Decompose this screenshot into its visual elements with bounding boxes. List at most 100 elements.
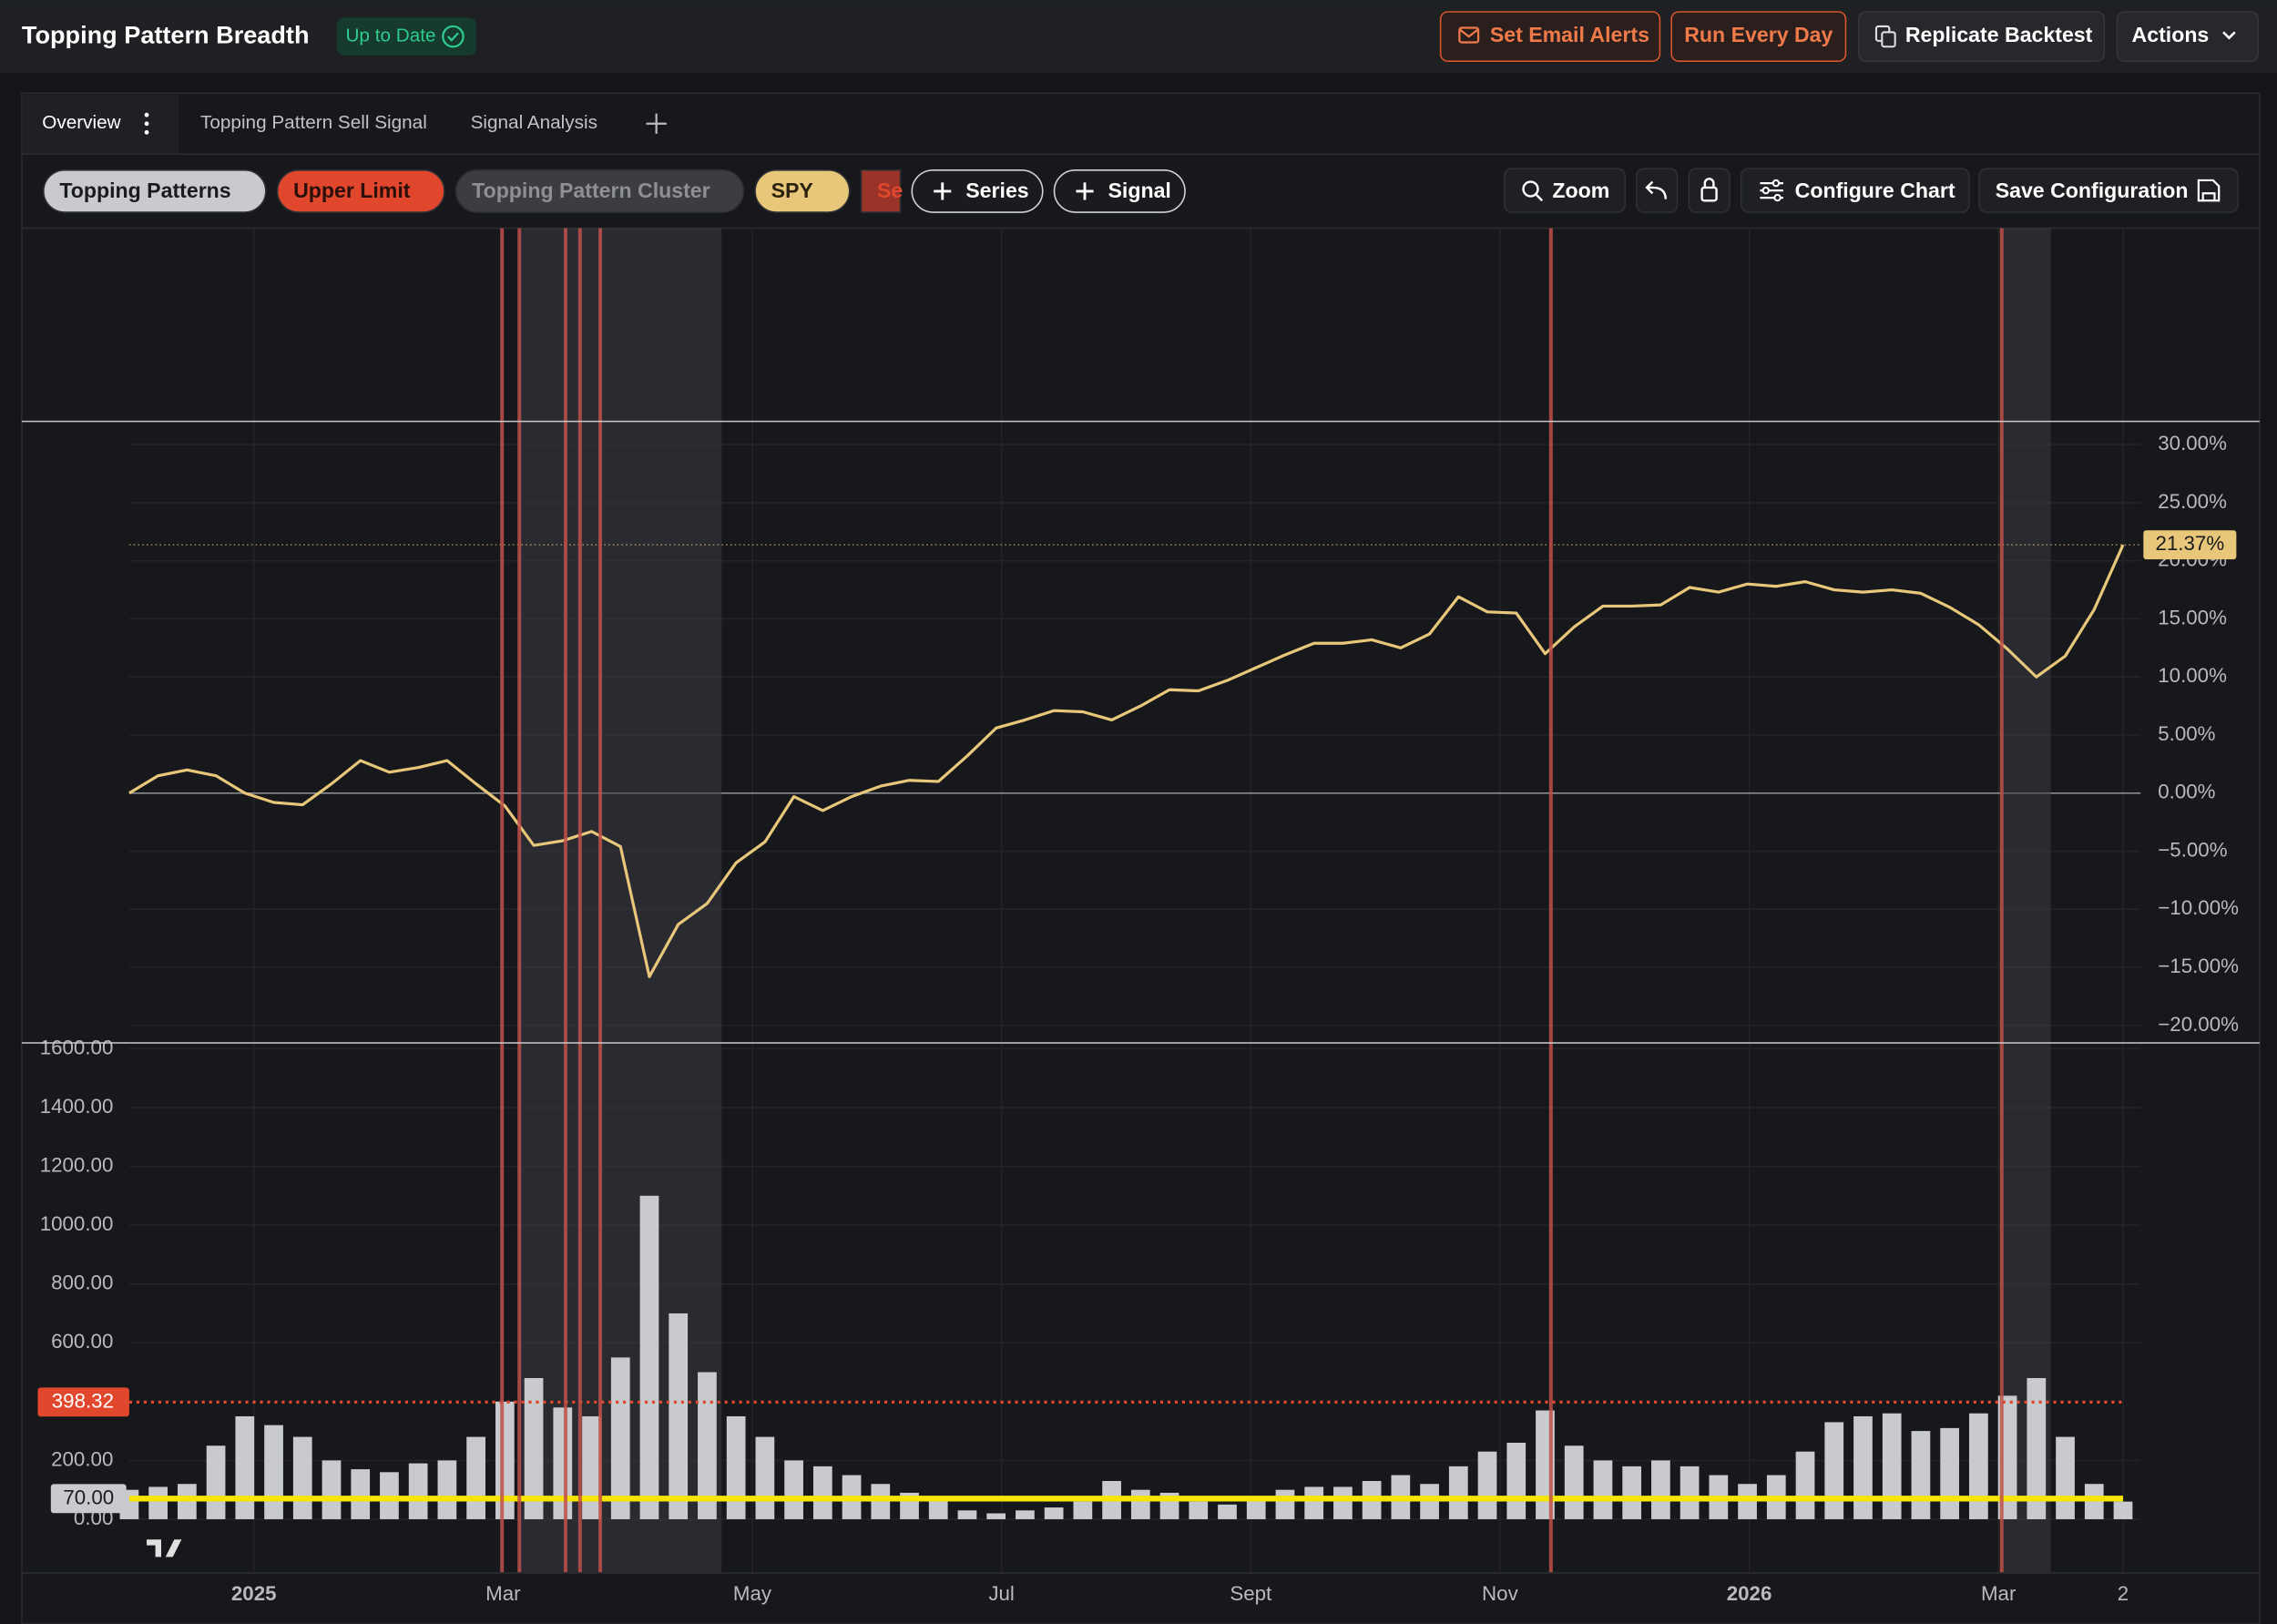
configure-chart-label: Configure Chart [1795,179,1955,202]
replicate-backtest-label: Replicate Backtest [1905,23,2093,46]
legend-pill [454,169,745,213]
bar [553,1407,573,1519]
actions-button[interactable] [2116,11,2260,62]
x-tick-label: 2025 [231,1582,277,1605]
bar [1882,1413,1902,1519]
actions-label: Actions [2132,23,2210,46]
tab-label[interactable]: Signal Analysis [471,112,597,133]
legend-label: Se [877,179,903,202]
bar [437,1460,457,1519]
bar [698,1372,717,1519]
save-configuration-button[interactable] [1978,168,2239,213]
email-alerts-label: Set Email Alerts [1490,23,1649,46]
zoom-button[interactable] [1503,168,1626,213]
bar [2084,1484,2104,1519]
x-tick-label: Mar [485,1582,521,1605]
bar [1130,1489,1150,1519]
chart: 2025 Mar May Jul Sept Nov 2026 Mar 2 30.00% 25.00%… [37,228,2239,1605]
legend-label: Topping Patterns [59,179,230,202]
zoom-label: Zoom [1552,179,1609,202]
x-tick-label: Mar [1981,1582,2017,1605]
legend-label: SPY [771,179,814,202]
bar [264,1425,283,1519]
bar [1506,1443,1527,1519]
x-tick-label: 2026 [1727,1582,1772,1605]
lock-icon [1700,186,1718,202]
status-text: Up to Date [345,26,435,46]
bar [610,1357,630,1519]
bar [1564,1445,1584,1519]
y-tick-label: 25.00% [2158,490,2227,513]
y2-tick-label: 1000.00 [40,1212,114,1235]
lock-button[interactable] [1688,168,1731,213]
replicate-backtest-button[interactable] [1858,11,2106,62]
legend-item[interactable]: Topping Patterns [43,169,267,213]
x-tick-label: Jul [988,1582,1015,1605]
tab-label: Overview [42,112,121,133]
legend-pill [43,169,267,213]
configure-chart-button[interactable] [1740,168,1970,213]
chart-area [23,228,2259,1573]
run-every-day-label: Run Every Day [1684,23,1833,46]
legend-label: Topping Pattern Cluster [472,179,710,202]
bar [380,1472,399,1519]
status-check [447,32,459,42]
bar [1622,1466,1642,1519]
upper-limit-tag [37,1387,129,1417]
bar [1651,1460,1670,1519]
legend-item[interactable]: Se [860,169,903,213]
undo-button[interactable] [1636,168,1679,213]
add-signal-label: Signal [1108,179,1171,202]
bar [1448,1466,1468,1519]
slider-knob [1773,193,1782,202]
bar [524,1377,544,1519]
last-value-label: 21.37% [2155,532,2224,555]
mail-icon-flap [1458,28,1479,38]
x-tick-label: 2 [2118,1582,2129,1605]
bar [235,1415,255,1519]
page-title: Topping Pattern Breadth [22,20,310,48]
bar [1969,1413,1988,1519]
add-series-button[interactable] [911,169,1044,213]
y-tick-label: 15.00% [2158,606,2227,628]
bar [1680,1466,1700,1519]
bar [871,1484,891,1519]
legend-item[interactable]: Topping Pattern Cluster [454,169,745,213]
y-tick-label: 0.00% [2158,781,2215,803]
last-value-tag [2143,530,2237,560]
cluster-band [2001,228,2051,1573]
bar [148,1486,168,1519]
spy-line [128,544,2125,978]
tab-label[interactable]: Topping Pattern Sell Signal [200,112,427,133]
legend-item[interactable]: SPY [754,169,851,213]
slider-knob [1761,186,1771,195]
bar [726,1415,746,1519]
bar [1073,1501,1093,1519]
tab-menu-dot [144,129,149,135]
y2-tick-label: 200.00 [51,1447,113,1470]
bar [2113,1501,2133,1519]
overview-tab[interactable] [23,94,179,155]
bar [1016,1510,1035,1519]
bar [322,1460,342,1519]
add-tab[interactable] [646,113,667,134]
bar [1593,1460,1613,1519]
bar [206,1445,226,1519]
plus-icon [934,182,952,200]
status-icon [442,25,465,48]
legend-item[interactable]: Upper Limit [276,169,445,213]
add-signal-button[interactable] [1053,169,1186,213]
bar [2027,1377,2047,1519]
bar [1795,1451,1815,1519]
email-alerts-button[interactable] [1439,11,1661,62]
bar [408,1463,428,1519]
cluster-band [519,228,722,1573]
run-every-day-button[interactable] [1670,11,1847,62]
bar [351,1469,371,1519]
bar [466,1436,485,1519]
tradingview-logo [147,1539,182,1558]
save-icon [2197,179,2221,202]
bar [957,1510,977,1519]
save-configuration-label: Save Configuration [1996,179,2189,202]
bar [582,1415,601,1519]
